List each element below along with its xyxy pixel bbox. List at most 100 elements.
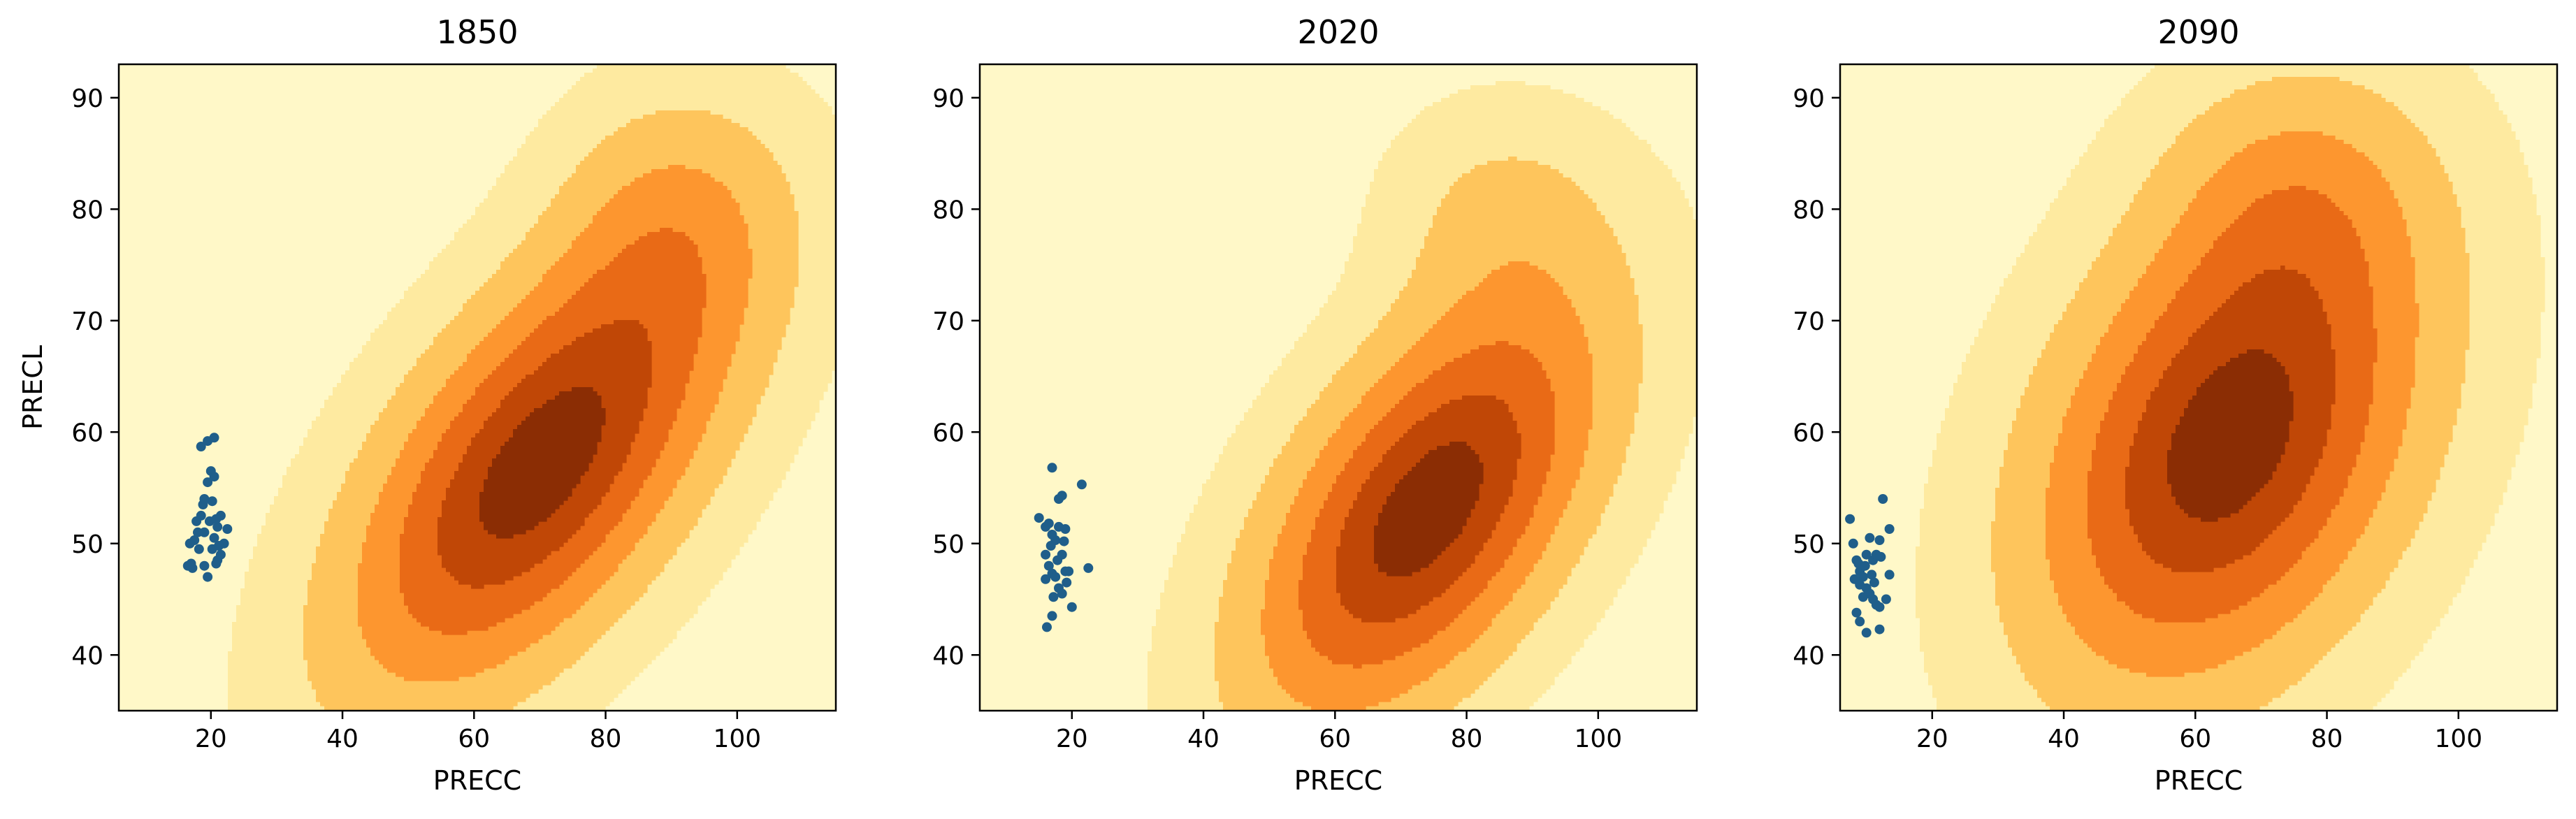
data-point xyxy=(211,514,222,524)
data-point xyxy=(199,560,210,571)
data-point xyxy=(199,494,210,504)
data-point xyxy=(1869,577,1879,588)
data-point xyxy=(1851,607,1862,618)
subplot-1850: 20 40 60 80 100 40 50 60 70 80 90 1850 PRECC PRECL xyxy=(17,13,837,796)
data-point xyxy=(222,524,233,534)
data-point xyxy=(1858,572,1868,582)
density-level-6 xyxy=(2167,349,2294,522)
density-level-5 xyxy=(2125,266,2336,572)
x-tick-label: 20 xyxy=(1056,725,1088,753)
data-point xyxy=(1057,588,1067,599)
density-contours-2090 xyxy=(1916,64,2545,711)
data-point xyxy=(1845,514,1855,524)
scatter-points-2020 xyxy=(1034,463,1094,632)
axes-frame-2020 xyxy=(978,63,1698,712)
x-tick-label: 100 xyxy=(1574,725,1622,753)
data-point xyxy=(209,433,219,443)
data-point xyxy=(1057,491,1067,501)
subplot-title-2090: 2090 xyxy=(2157,13,2239,51)
x-tick-label: 100 xyxy=(713,725,761,753)
x-tick-label: 20 xyxy=(195,725,227,753)
x-axis-label-1850: PRECC xyxy=(433,765,521,796)
y-tick-label: 70 xyxy=(932,307,964,336)
scatter-points-2090 xyxy=(1845,494,1895,638)
data-point xyxy=(214,541,224,551)
data-point xyxy=(1867,570,1877,580)
data-point xyxy=(1876,551,1886,562)
y-tick-label: 40 xyxy=(932,642,964,670)
density-level-3 xyxy=(357,165,753,681)
data-point xyxy=(1884,524,1895,534)
data-point xyxy=(1034,513,1044,523)
data-point xyxy=(1874,535,1885,545)
data-point xyxy=(1858,592,1868,602)
data-point xyxy=(1861,549,1872,560)
density-contours-1850 xyxy=(228,64,836,711)
x-tick-label: 60 xyxy=(458,725,490,753)
density-level-1 xyxy=(1916,64,2545,711)
subplot-2020: 20 40 60 80 100 40 50 60 70 80 90 2020 PRECC xyxy=(932,13,1698,796)
y-tick-label: 40 xyxy=(1793,642,1825,670)
y-tick-label: 40 xyxy=(71,642,103,670)
x-tick-label: 60 xyxy=(1319,725,1351,753)
density-level-2 xyxy=(1215,157,1643,711)
y-tick-label: 80 xyxy=(932,196,964,224)
subplot-title-1850: 1850 xyxy=(436,13,518,51)
x-tick-label: 40 xyxy=(1187,725,1220,753)
density-level-2 xyxy=(1991,77,2470,711)
data-point xyxy=(1047,530,1057,539)
axes-frame-1850 xyxy=(117,63,837,712)
density-level-4 xyxy=(1298,341,1555,669)
subplot-2090: 20 40 60 80 100 40 50 60 70 80 90 2090 PRECC xyxy=(1793,13,2559,796)
y-tick-label: 50 xyxy=(1793,530,1825,559)
data-point xyxy=(1060,524,1071,534)
y-tick-label: 60 xyxy=(71,419,103,447)
subplot-title-2020: 2020 xyxy=(1297,13,1379,51)
data-point xyxy=(1047,463,1057,473)
data-point xyxy=(196,442,206,451)
x-tick-label: 80 xyxy=(1451,725,1483,753)
data-point xyxy=(1066,602,1077,612)
density-level-6 xyxy=(479,387,606,539)
data-point xyxy=(1861,628,1872,638)
density-contours-2020 xyxy=(1148,81,1697,711)
data-point xyxy=(1048,592,1059,602)
y-tick-label: 90 xyxy=(71,85,103,113)
data-point xyxy=(1881,594,1891,604)
data-point xyxy=(215,549,226,560)
data-point xyxy=(212,521,223,532)
data-point xyxy=(1855,616,1865,627)
density-level-1 xyxy=(228,64,836,711)
y-tick-label: 90 xyxy=(932,85,964,113)
y-tick-label: 70 xyxy=(1793,307,1825,336)
data-point xyxy=(1874,624,1885,635)
x-axis-label-2090: PRECC xyxy=(2155,765,2243,796)
data-point xyxy=(187,563,198,573)
data-point xyxy=(1041,549,1051,560)
data-point xyxy=(199,527,210,537)
y-tick-label: 60 xyxy=(932,419,964,447)
x-tick-label: 60 xyxy=(2179,725,2211,753)
density-level-4 xyxy=(2087,186,2378,623)
data-point xyxy=(1884,570,1895,580)
y-tick-label: 90 xyxy=(1793,85,1825,113)
data-point xyxy=(194,544,204,554)
data-point xyxy=(1043,519,1054,529)
data-point xyxy=(1064,566,1074,577)
data-point xyxy=(207,496,217,507)
data-point xyxy=(1043,560,1054,571)
data-point xyxy=(1047,611,1057,621)
data-point xyxy=(211,558,222,569)
density-level-2 xyxy=(303,110,799,711)
data-point xyxy=(1045,541,1056,551)
data-point xyxy=(1083,563,1094,573)
data-point xyxy=(203,477,213,488)
data-point xyxy=(1076,479,1087,490)
density-level-1 xyxy=(1148,81,1697,711)
data-point xyxy=(1062,577,1072,588)
y-tick-label: 80 xyxy=(71,196,103,224)
scatter-points-1850 xyxy=(182,433,233,582)
data-point xyxy=(1860,560,1870,571)
x-tick-label: 40 xyxy=(326,725,359,753)
density-level-4 xyxy=(400,228,707,635)
